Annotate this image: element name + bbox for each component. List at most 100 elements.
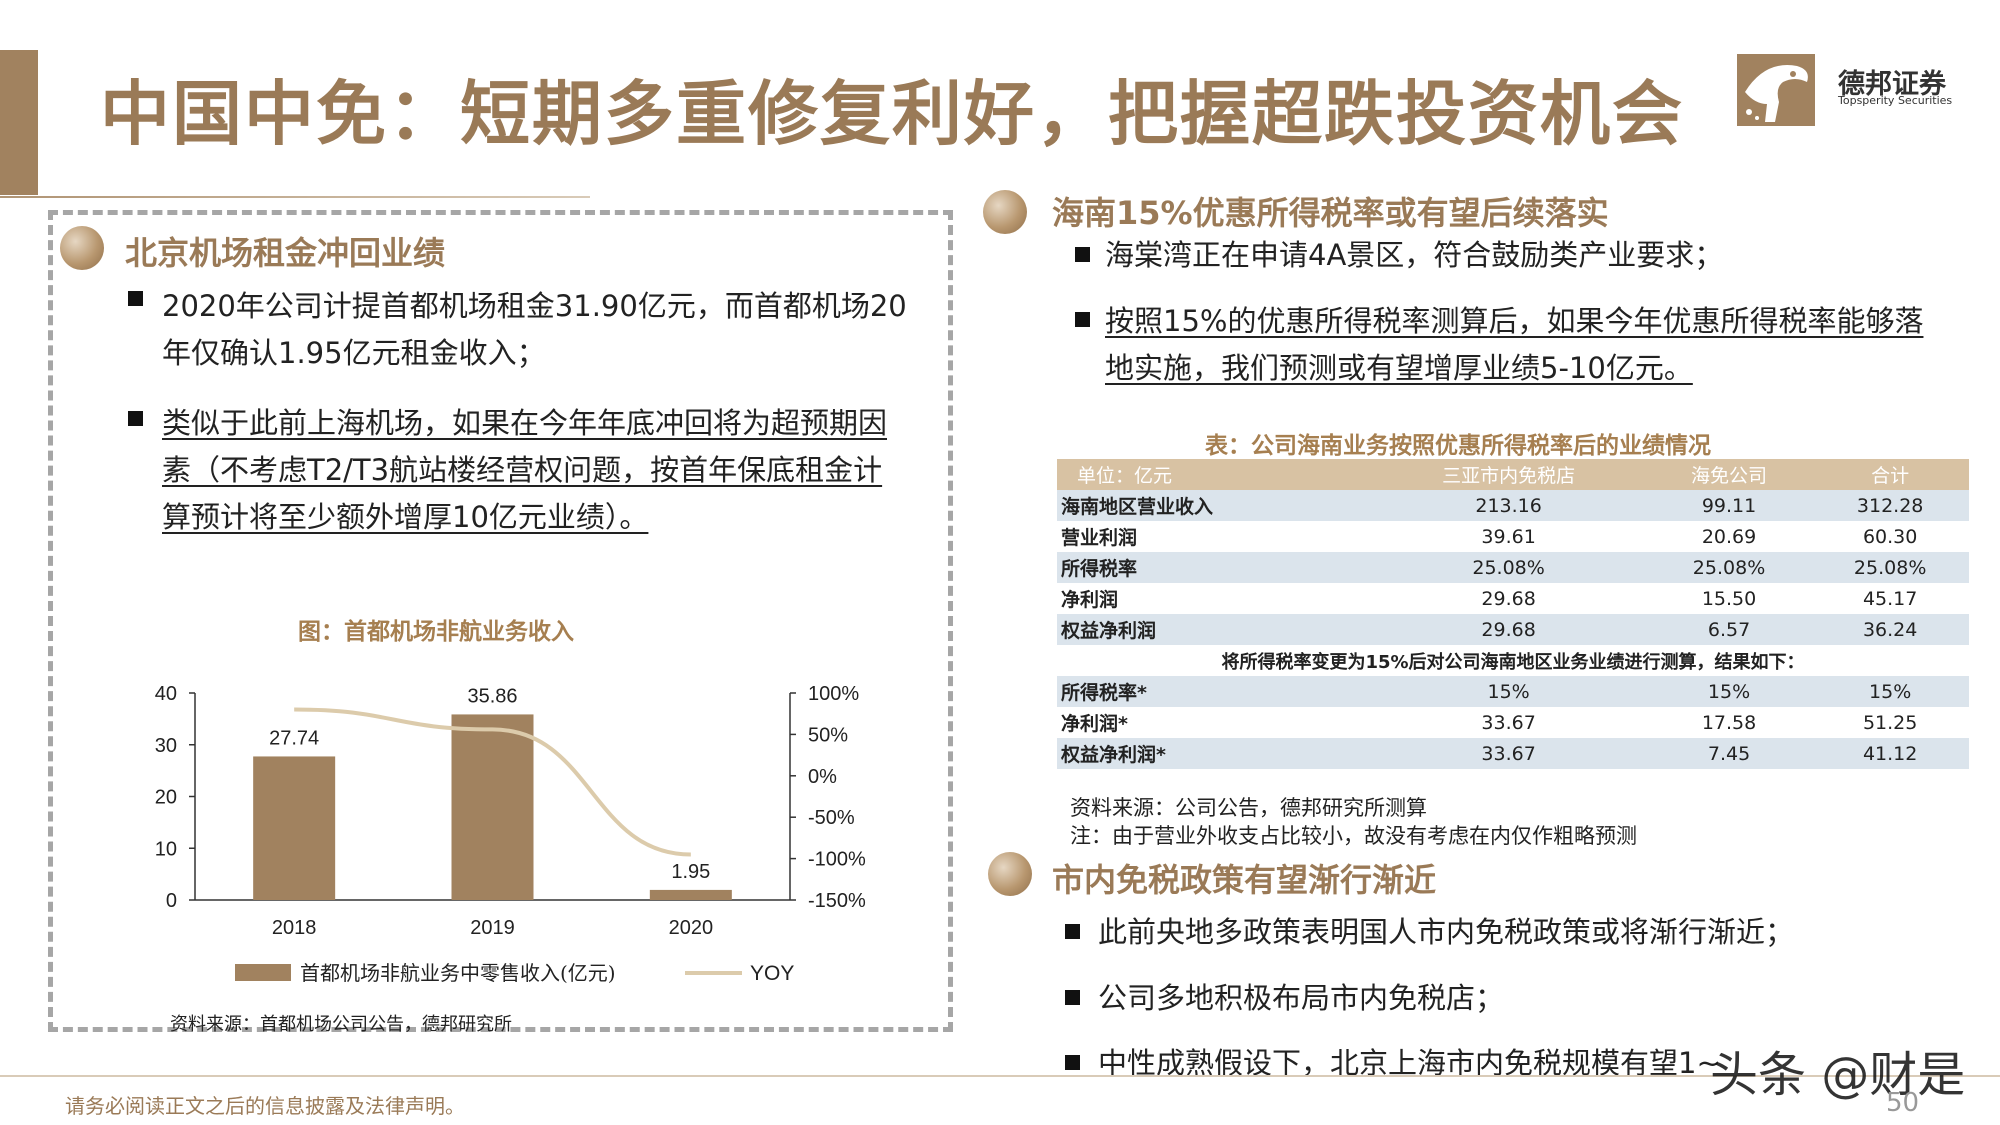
bar-data-label: 35.86 xyxy=(467,685,517,707)
table-cell: 33.67 xyxy=(1370,738,1647,769)
table-note-cell: 将所得税率变更为15%后对公司海南地区业务业绩进行测算，结果如下： xyxy=(1057,645,1969,676)
table-cell: 所得税率 xyxy=(1057,552,1371,583)
section-bullet-icon xyxy=(988,852,1032,896)
table-cell: 15% xyxy=(1646,676,1812,707)
table-cell: 41.12 xyxy=(1811,738,1969,769)
bar-data-label: 27.74 xyxy=(269,727,319,749)
table-note-row: 将所得税率变更为15%后对公司海南地区业务业绩进行测算，结果如下： xyxy=(1057,645,1969,676)
bullet-square-icon xyxy=(1075,312,1090,331)
table-cell: 29.68 xyxy=(1370,614,1647,645)
right-tick-label: 100% xyxy=(808,683,859,705)
left-tick-label: 10 xyxy=(155,838,177,860)
bullet-square-icon xyxy=(1065,990,1080,1009)
table-cell: 所得税率* xyxy=(1057,676,1371,707)
legend-bar-label: 首都机场非航业务中零售收入(亿元) xyxy=(300,961,616,985)
table-cell: 17.58 xyxy=(1646,707,1812,738)
table-cell: 29.68 xyxy=(1370,583,1647,614)
x-tick-label: 2018 xyxy=(272,917,317,939)
hainan-bullet-1: 海棠湾正在申请4A景区，符合鼓励类产业要求； xyxy=(1105,238,1724,272)
right-tick-label: -100% xyxy=(808,849,866,871)
table-cell: 45.17 xyxy=(1811,583,1969,614)
bullet-square-icon xyxy=(1065,1055,1080,1074)
table-cell: 99.11 xyxy=(1646,490,1812,521)
left-bullet-1-line1: 2020年公司计提首都机场租金31.90亿元，而首都机场20 xyxy=(162,289,907,323)
airport-revenue-chart: 0 10 20 30 40 100% 50% 0% -50% -100% -150% 27.74 201… xyxy=(155,683,866,985)
legend-bar-swatch xyxy=(235,964,291,981)
table-cell: 权益净利润 xyxy=(1057,614,1371,645)
hainan-bullet-2-line2: 地实施，我们预测或有望增厚业绩5-10亿元。 xyxy=(1105,351,1693,385)
left-tick-label: 0 xyxy=(166,890,177,912)
left-tick-label: 20 xyxy=(155,787,177,809)
footer-divider xyxy=(0,1075,2000,1077)
bullet-square-icon xyxy=(1065,924,1080,943)
table-cell: 营业利润 xyxy=(1057,521,1371,552)
section-heading-citystore: 市内免税政策有望渐行渐近 xyxy=(1052,861,1437,899)
table-cell: 51.25 xyxy=(1811,707,1969,738)
table-cell: 25.08% xyxy=(1811,552,1969,583)
table-row: 海南地区营业收入 213.16 99.11 312.28 xyxy=(1057,490,1969,521)
table-title: 表：公司海南业务按照优惠所得税率后的业绩情况 xyxy=(1205,433,1711,459)
page-title: 中国中免：短期多重修复利好，把握超跌投资机会 xyxy=(100,73,1684,155)
table-header-cell: 三亚市内免税店 xyxy=(1370,459,1647,490)
right-tick-label: -50% xyxy=(808,807,855,829)
section-bullet-icon xyxy=(60,226,104,270)
logo-subtext: Topsperity Securities xyxy=(1838,94,1953,107)
hainan-bullet-2: 按照15%的优惠所得税率测算后，如果今年优惠所得税率能够落 地实施，我们预测或有… xyxy=(1105,298,1985,392)
table-row: 净利润 29.68 15.50 45.17 xyxy=(1057,583,1969,614)
citystore-bullet-2: 公司多地积极布局市内免税店； xyxy=(1098,981,1505,1015)
left-tick-label: 30 xyxy=(155,735,177,757)
legend-line-label: YOY xyxy=(750,962,794,985)
hainan-bullet-2-line1: 按照15%的优惠所得税率测算后，如果今年优惠所得税率能够落 xyxy=(1105,304,1924,338)
bar-data-label: 1.95 xyxy=(671,861,710,883)
table-row: 所得税率* 15% 15% 15% xyxy=(1057,676,1969,707)
table-source: 资料来源：公司公告，德邦研究所测算 xyxy=(1070,796,1427,820)
left-bullet-2: 类似于此前上海机场，如果在今年年底冲回将为超预期因 素（不考虑T2/T3航站楼经… xyxy=(162,400,952,541)
table-cell: 312.28 xyxy=(1811,490,1969,521)
section-heading-airport: 北京机场租金冲回业绩 xyxy=(125,234,446,272)
table-cell: 权益净利润* xyxy=(1057,738,1371,769)
left-bullet-2-line3: 算预计将至少额外增厚10亿元业绩）。 xyxy=(162,500,649,534)
table-cell: 15% xyxy=(1811,676,1969,707)
table-cell: 60.30 xyxy=(1811,521,1969,552)
logo-text: 德邦证券 xyxy=(1838,69,1946,100)
table-cell: 7.45 xyxy=(1646,738,1812,769)
table-row: 净利润* 33.67 17.58 51.25 xyxy=(1057,707,1969,738)
table-cell: 20.69 xyxy=(1646,521,1812,552)
bullet-square-icon xyxy=(1075,247,1090,266)
right-tick-label: 0% xyxy=(808,766,837,788)
bar-2019 xyxy=(451,714,534,900)
watermark: 头条 @财是 xyxy=(1710,1047,1966,1103)
hainan-tax-table: 单位：亿元 三亚市内免税店 海免公司 合计 海南地区营业收入 213.16 99… xyxy=(1057,459,1969,769)
table-cell: 213.16 xyxy=(1370,490,1647,521)
table-cell: 25.08% xyxy=(1646,552,1812,583)
section-heading-hainan: 海南15%优惠所得税率或有望后续落实 xyxy=(1052,194,1609,232)
right-tick-label: -150% xyxy=(808,890,866,912)
title-divider xyxy=(0,196,590,198)
left-panel xyxy=(48,210,953,1032)
table-note: 注：由于营业外收支占比较小，故没有考虑在内仅作粗略预测 xyxy=(1070,824,1637,848)
table-cell: 6.57 xyxy=(1646,614,1812,645)
left-bullet-2-line1: 类似于此前上海机场，如果在今年年底冲回将为超预期因 xyxy=(162,406,888,440)
bullet-square-icon xyxy=(128,291,143,310)
table-cell: 36.24 xyxy=(1811,614,1969,645)
left-bullet-2-line2: 素（不考虑T2/T3航站楼经营权问题，按首年保底租金计 xyxy=(162,453,883,487)
bar-2020 xyxy=(649,889,732,900)
header-accent-bar xyxy=(0,50,38,195)
left-bullet-1-line2: 年仅确认1.95亿元租金收入； xyxy=(162,336,546,370)
citystore-bullet-1: 此前央地多政策表明国人市内免税政策或将渐行渐近； xyxy=(1098,915,1795,949)
table-cell: 净利润 xyxy=(1057,583,1371,614)
table-row: 权益净利润* 33.67 7.45 41.12 xyxy=(1057,738,1969,769)
table-cell: 15.50 xyxy=(1646,583,1812,614)
chart-source: 资料来源：首都机场公司公告，德邦研究所 xyxy=(170,1014,512,1035)
left-tick-label: 40 xyxy=(155,683,177,705)
page-number: 50 xyxy=(1886,1088,1920,1118)
left-bullet-1: 2020年公司计提首都机场租金31.90亿元，而首都机场20 年仅确认1.95亿… xyxy=(162,283,952,377)
table-cell: 15% xyxy=(1370,676,1647,707)
citystore-bullet-3: 中性成熟假设下，北京上海市内免税规模有望1~ xyxy=(1098,1046,1721,1080)
logo-icon xyxy=(1737,54,1815,126)
table-cell: 25.08% xyxy=(1370,552,1647,583)
x-tick-label: 2019 xyxy=(470,917,515,939)
yoy-line xyxy=(294,707,691,857)
chart-title: 图：首都机场非航业务收入 xyxy=(298,619,574,645)
bar-2018 xyxy=(253,756,336,900)
